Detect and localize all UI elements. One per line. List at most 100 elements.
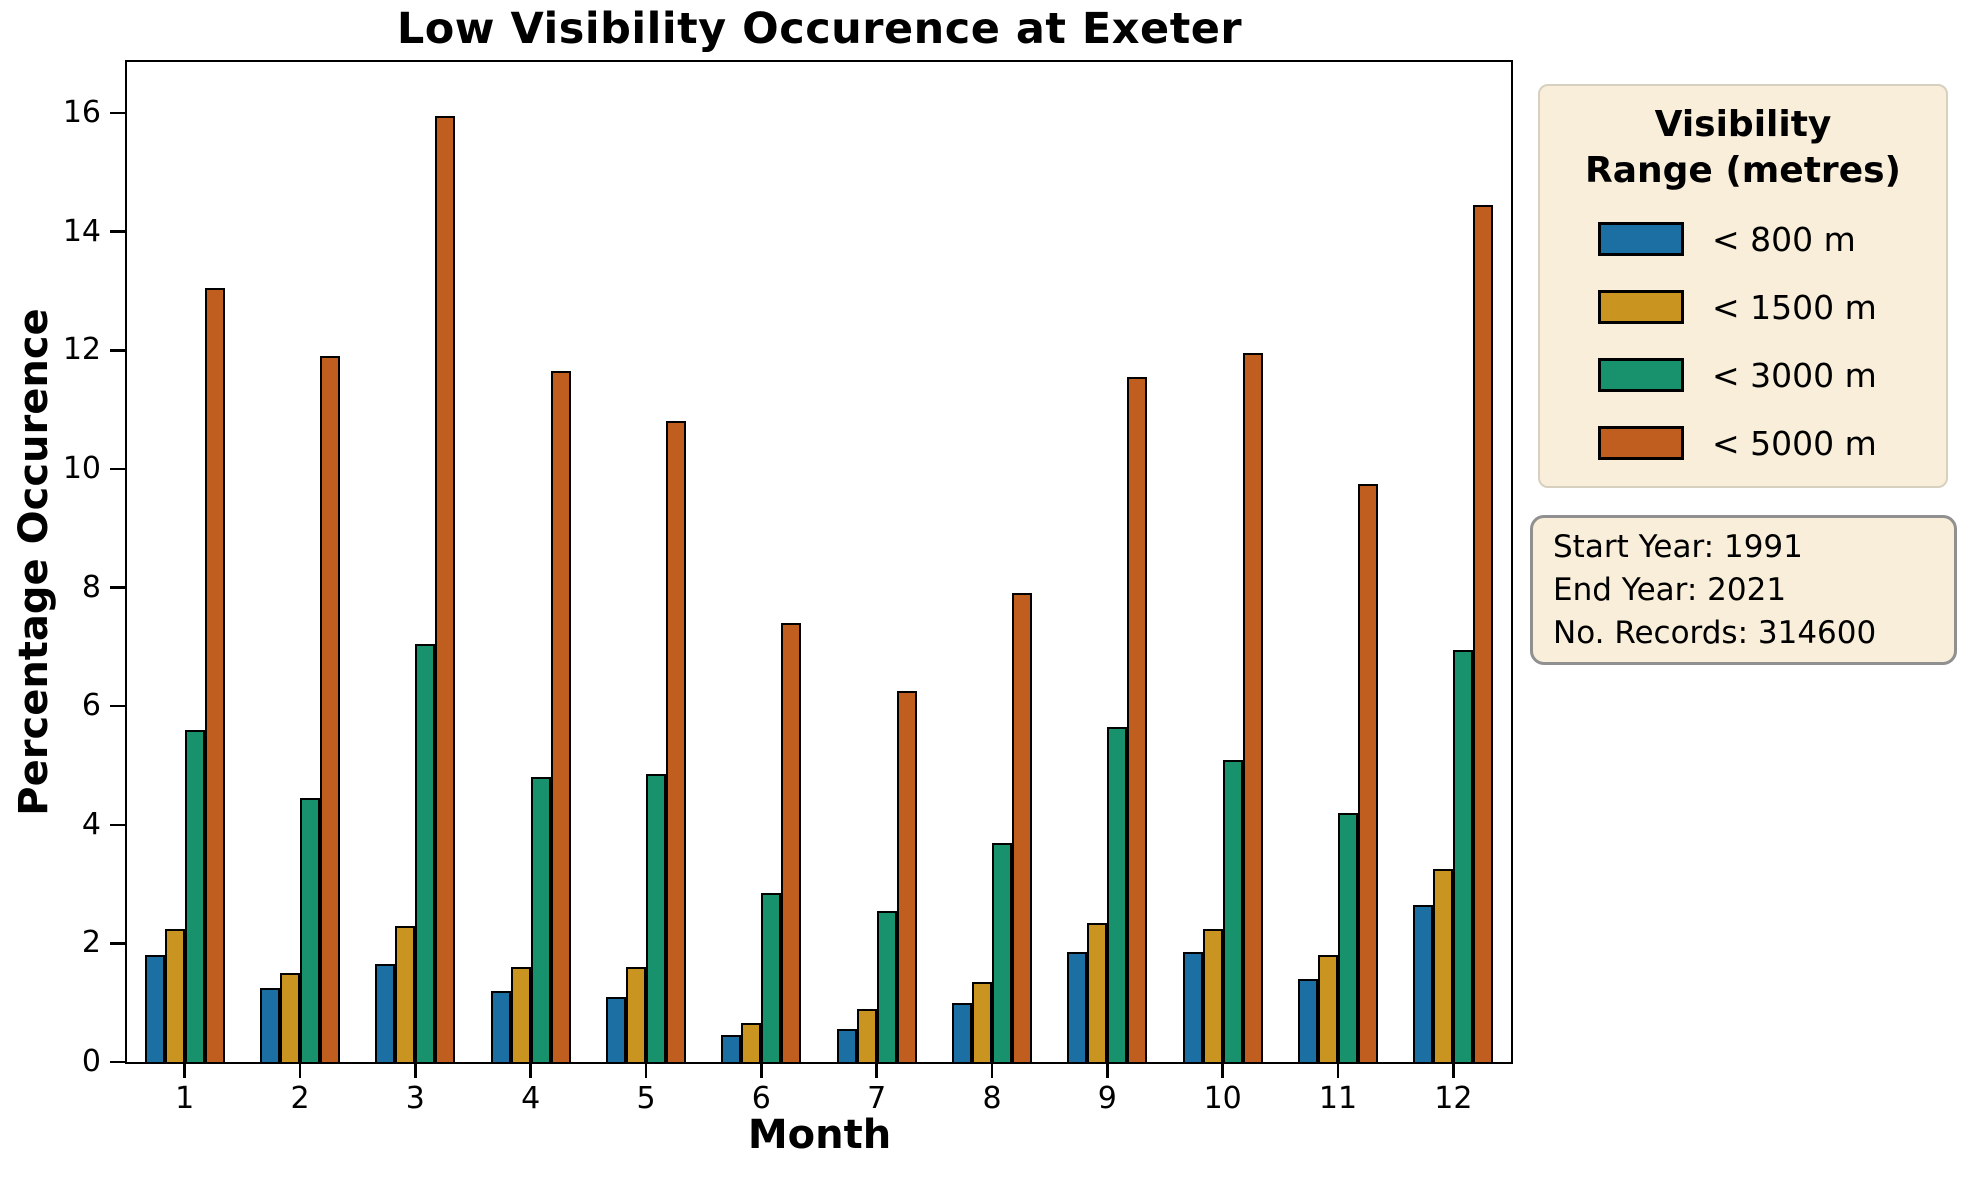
x-tick-mark-11 [1336,1062,1340,1078]
x-tick-label-10: 10 [1203,1081,1242,1116]
bar-month6-lt1500 [741,1023,762,1062]
x-tick-mark-7 [875,1062,878,1078]
bar-month3-lt1500 [395,925,416,1062]
x-tick-label-12: 12 [1434,1081,1473,1116]
bar-month2-lt5000 [320,356,340,1062]
bar-month5-lt800 [606,996,626,1062]
legend-label: < 3000 m [1712,355,1877,395]
x-tick-label-5: 5 [636,1081,656,1116]
legend-title: Visibility Range (metres) [1540,102,1946,193]
y-tick-label-10: 10 [62,450,101,486]
bar-month12-lt1500 [1433,869,1454,1062]
y-axis-title: Percentage Occurence [11,308,57,816]
legend-title-line1: Visibility [1654,104,1832,145]
legend-swatch-icon [1598,222,1684,257]
y-tick-label-12: 12 [62,332,101,368]
x-tick-label-6: 6 [751,1081,771,1116]
bar-month4-lt3000 [530,777,551,1062]
y-tick-mark-14 [110,230,127,233]
legend-rows: < 800 m < 1500 m < 3000 m < 5000 m [1540,205,1946,477]
bar-month5-lt1500 [626,967,646,1062]
y-tick-mark-10 [110,467,127,471]
bar-month12-lt3000 [1453,649,1474,1062]
bar-month6-lt800 [721,1035,742,1062]
y-tick-label-6: 6 [81,688,101,724]
bar-month8-lt800 [952,1002,972,1062]
x-tick-label-4: 4 [521,1081,541,1116]
x-tick-mark-9 [1106,1062,1109,1078]
x-axis-title: Month [747,1112,892,1158]
y-tick-label-14: 14 [62,213,101,249]
legend-label: < 1500 m [1712,287,1877,327]
bar-month6-lt3000 [761,892,782,1062]
chart-title: Low Visibility Occurence at Exeter [396,4,1243,54]
legend-row-1: < 1500 m [1540,273,1946,341]
x-tick-label-9: 9 [1097,1081,1117,1116]
bar-month10-lt5000 [1242,353,1263,1062]
bar-month7-lt1500 [856,1008,877,1062]
y-tick-mark-8 [110,586,127,589]
info-box: Start Year: 1991 End Year: 2021 No. Record… [1530,515,1957,665]
bar-month1-lt1500 [164,928,185,1062]
legend-label: < 5000 m [1712,423,1877,463]
y-tick-label-8: 8 [81,569,101,605]
bar-month7-lt3000 [876,910,897,1062]
y-tick-mark-4 [110,823,127,827]
y-tick-mark-0 [110,1060,127,1064]
x-tick-mark-10 [1221,1062,1224,1078]
x-tick-mark-12 [1452,1062,1455,1078]
y-tick-label-2: 2 [81,925,101,961]
legend-row-0: < 800 m [1540,205,1946,273]
bar-month1-lt5000 [204,287,225,1062]
bar-month3-lt800 [375,964,396,1062]
x-tick-label-2: 2 [290,1081,310,1116]
bar-month10-lt3000 [1222,759,1243,1062]
bar-month9-lt3000 [1107,726,1128,1062]
y-tick-label-4: 4 [81,806,101,842]
y-tick-label-0: 0 [81,1044,101,1079]
x-tick-mark-8 [990,1062,994,1078]
legend-label: < 800 m [1712,219,1856,259]
bar-month2-lt3000 [300,798,320,1062]
bar-month10-lt1500 [1202,928,1223,1062]
bar-month4-lt1500 [510,967,531,1062]
bar-month12-lt800 [1413,904,1434,1062]
x-tick-mark-6 [760,1062,763,1078]
bar-month7-lt800 [836,1029,857,1062]
bar-month4-lt5000 [550,371,571,1062]
y-tick-mark-16 [110,111,127,115]
y-tick-mark-6 [110,704,127,708]
legend-title-line2: Range (metres) [1584,149,1901,191]
bar-month3-lt5000 [435,115,456,1062]
bar-month3-lt3000 [415,643,436,1062]
bar-month2-lt1500 [280,973,300,1062]
bar-month9-lt5000 [1127,376,1148,1062]
bar-month10-lt800 [1182,952,1203,1062]
y-tick-label-16: 16 [62,95,101,131]
bar-month8-lt1500 [972,981,992,1062]
x-tick-mark-5 [644,1062,648,1078]
x-tick-label-8: 8 [982,1081,1002,1116]
legend: Visibility Range (metres) < 800 m < 1500 … [1538,84,1948,488]
x-tick-label-3: 3 [405,1081,425,1116]
x-tick-mark-2 [298,1062,302,1078]
info-line-2: No. Records: 314600 [1553,615,1877,651]
legend-row-3: < 5000 m [1540,409,1946,477]
bar-month7-lt5000 [896,691,917,1062]
legend-swatch-icon [1598,290,1684,325]
bar-month11-lt3000 [1338,812,1358,1062]
bar-month6-lt5000 [781,623,802,1062]
x-tick-label-7: 7 [867,1081,887,1116]
bar-month1-lt800 [144,955,165,1062]
bar-month5-lt5000 [666,421,686,1062]
bar-month9-lt1500 [1087,922,1108,1062]
x-tick-label-1: 1 [175,1081,195,1116]
bar-month11-lt5000 [1358,483,1378,1062]
bar-month8-lt3000 [992,842,1012,1062]
bar-month1-lt3000 [184,729,205,1062]
bar-month12-lt5000 [1473,204,1494,1062]
bar-month4-lt800 [490,990,511,1062]
legend-swatch-icon [1598,358,1684,393]
plot-area: 0 2 4 6 8 10 12 14 16 1 2 3 4 5 6 7 8 9 10 11 12 [63,60,1513,1114]
